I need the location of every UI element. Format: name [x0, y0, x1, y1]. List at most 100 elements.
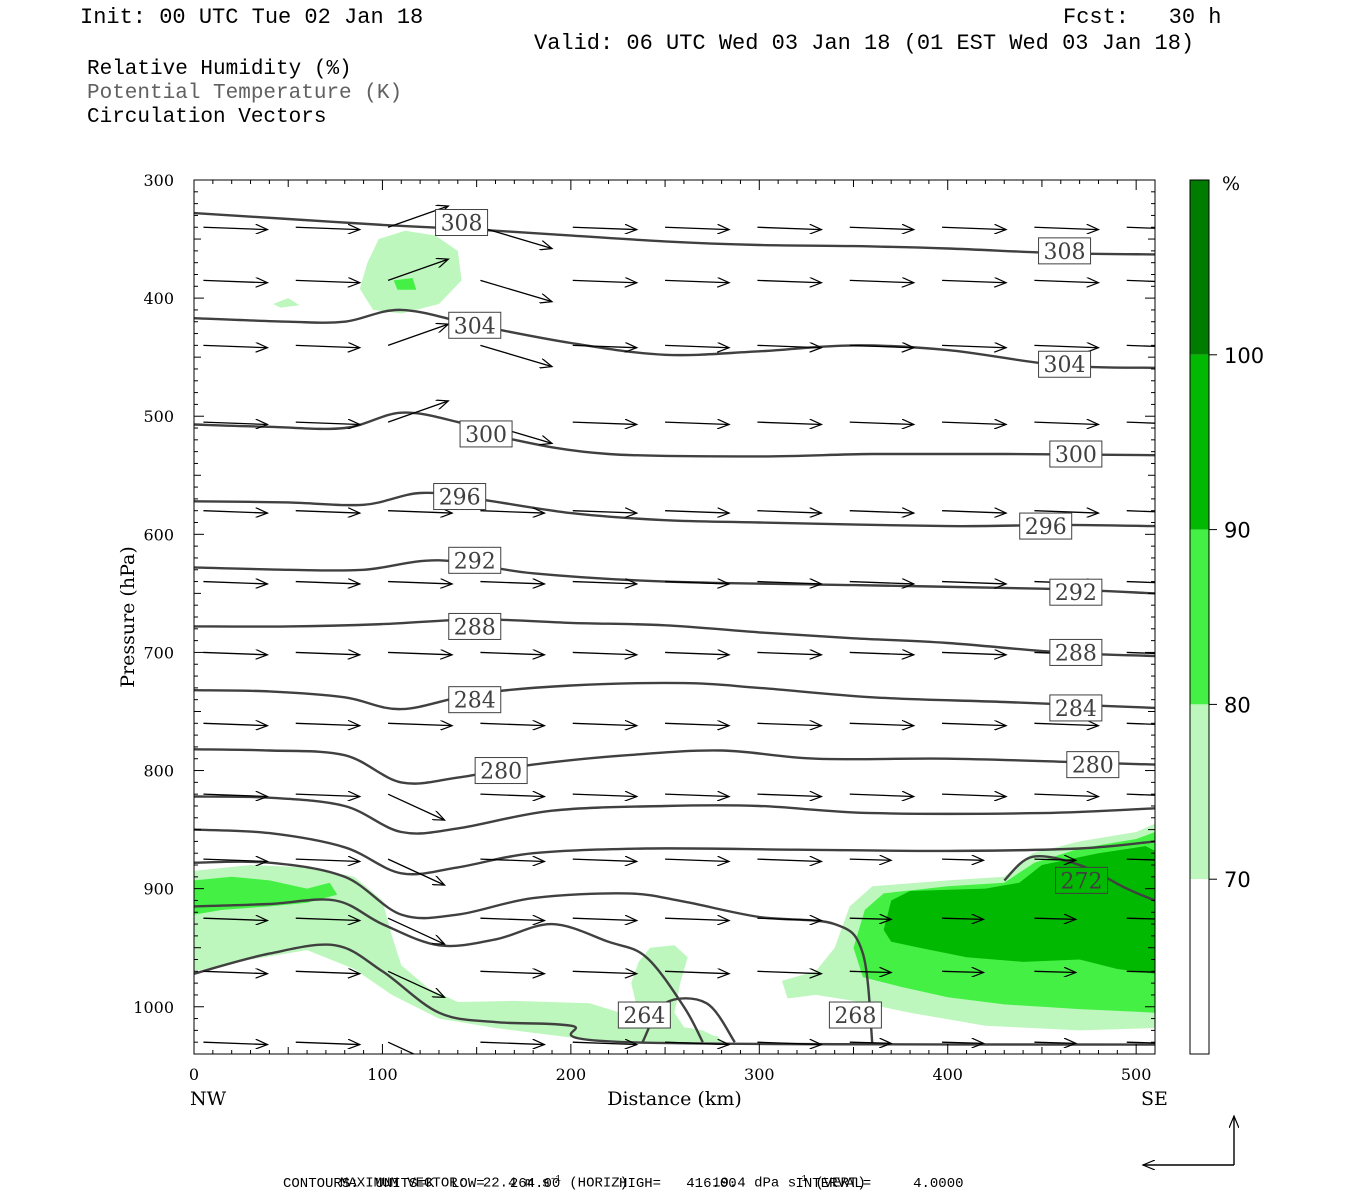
circulation-vector [295, 971, 360, 973]
x-tick-label: 0 [189, 1065, 199, 1084]
circulation-vector [203, 582, 267, 584]
circulation-vector [295, 511, 360, 513]
circulation-vector [757, 422, 821, 424]
circulation-vector [1126, 279, 1155, 283]
circulation-vector [849, 227, 914, 229]
theta-contour-304 [194, 308, 1155, 369]
circulation-vector [942, 422, 1006, 424]
x-tick-label: 300 [744, 1065, 775, 1084]
theta-contour-272 [194, 860, 874, 1045]
circulation-vector [849, 652, 914, 654]
theta-contour-274 [194, 828, 1155, 876]
theta-label: 272 [1061, 869, 1103, 894]
theta-label: 280 [480, 760, 522, 785]
y-tick-label: 700 [143, 643, 174, 662]
max-vector-vert-value: 19.4 dPa s [712, 1175, 797, 1192]
circulation-vector [1126, 344, 1155, 348]
circulation-vector [203, 918, 267, 920]
circulation-vector [1126, 970, 1155, 973]
theta-label-box [1055, 866, 1109, 894]
theta-label: 304 [1044, 353, 1086, 378]
circulation-vector [388, 511, 452, 513]
theta-label: 264 [623, 1004, 665, 1029]
circulation-vector [942, 652, 1006, 654]
circulation-vector [203, 1042, 267, 1044]
y-axis-label: Pressure (hPa) [117, 546, 139, 688]
x-end-label-nw: NW [190, 1088, 227, 1110]
circulation-vector [203, 422, 267, 424]
theta-label: 284 [454, 689, 496, 714]
max-vector-horiz-value: MAXIMUM VECTOR: 22.4 m s [340, 1175, 551, 1192]
y-tick-label: 600 [143, 525, 174, 544]
circulation-vector [1126, 1041, 1155, 1044]
circulation-vector [572, 1042, 637, 1044]
theta-label-box [448, 546, 502, 574]
max-vector-vert-unit-exp: -1 [796, 1174, 807, 1184]
circulation-vector [387, 401, 448, 423]
valid-time: Valid: 06 UTC Wed 03 Jan 18 (01 EST Wed … [534, 31, 1195, 56]
forecast-hour: Fcst: 30 h [1063, 5, 1222, 30]
circulation-vector [942, 794, 1006, 796]
circulation-vector [387, 324, 448, 346]
circulation-vector [203, 723, 267, 725]
x-tick-label: 100 [367, 1065, 398, 1084]
circulation-vector [480, 859, 544, 861]
circulation-vector [942, 227, 1006, 229]
circulation-vector [665, 859, 729, 861]
circulation-vector [295, 1042, 360, 1044]
circulation-vector [757, 652, 821, 654]
circulation-vector [757, 794, 821, 796]
theta-label-box [474, 757, 528, 785]
circulation-vector [849, 794, 914, 796]
circulation-vector [203, 345, 267, 347]
theta-label-box [1066, 751, 1120, 779]
theta-label-box [828, 1001, 882, 1029]
circulation-vector [1034, 1042, 1075, 1043]
rh70-region-left [194, 865, 722, 1045]
footer-contours: CONTOURS: UNITS=K LOW= 264.00 HIGH= 416.… [283, 1176, 964, 1192]
circulation-vector [480, 971, 544, 973]
circulation-vector [1126, 510, 1155, 513]
theta-label: 296 [439, 486, 481, 511]
circulation-vector [572, 280, 637, 282]
circulation-vector [203, 794, 267, 796]
circulation-vector [295, 345, 360, 347]
max-vector-horiz-unit-exp: -1 [550, 1174, 561, 1184]
circulation-vector [572, 511, 637, 513]
rh70-blip [273, 298, 300, 308]
legend-vectors: Circulation Vectors [87, 106, 327, 129]
circulation-vector [1126, 917, 1155, 920]
theta-label-box [435, 209, 489, 237]
theta-label-box [1049, 694, 1103, 722]
circulation-vector [572, 422, 637, 424]
circulation-vector [480, 344, 552, 366]
circulation-vector [757, 345, 821, 347]
theta-contour-276 [194, 795, 1155, 835]
circulation-vector [665, 422, 729, 424]
circulation-vector [1034, 422, 1098, 424]
colorbar-segment [1190, 354, 1209, 530]
theta-label-box [448, 686, 502, 714]
circulation-vector [572, 794, 637, 796]
theta-contour-300 [194, 411, 1155, 458]
circulation-vector [1034, 859, 1075, 860]
theta-contour-308 [194, 211, 1155, 256]
circulation-vector [295, 859, 360, 861]
circulation-vector [1034, 971, 1075, 972]
theta-contour-272 [1003, 854, 1155, 902]
circulation-vector [295, 794, 360, 796]
circulation-vector [849, 511, 914, 513]
circulation-vector [757, 1042, 821, 1044]
circulation-vector [388, 582, 452, 584]
y-tick-label: 900 [143, 880, 174, 899]
init-time: Init: 00 UTC Tue 02 Jan 18 [80, 5, 424, 30]
circulation-vector [849, 1042, 891, 1043]
theta-contour-284 [194, 681, 1155, 711]
circulation-vector [849, 723, 914, 725]
theta-label: 300 [1055, 443, 1097, 468]
circulation-vector [1034, 918, 1075, 919]
circulation-vector [665, 918, 729, 920]
circulation-vector [849, 422, 914, 424]
circulation-vector [665, 511, 729, 513]
